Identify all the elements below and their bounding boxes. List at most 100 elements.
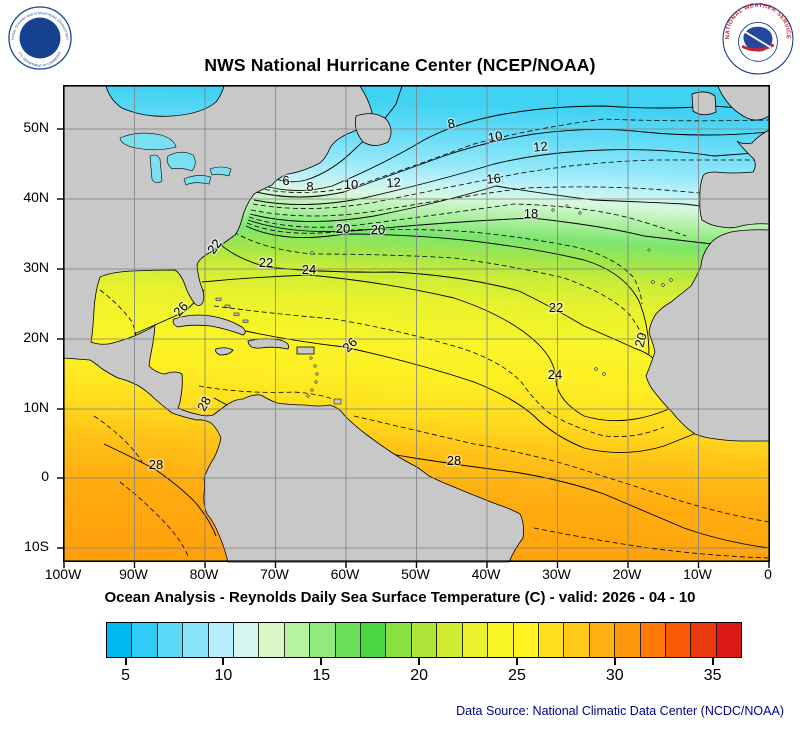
- contour-label-6: 6: [282, 173, 289, 188]
- land-africa: [645, 229, 770, 442]
- colorbar-segment: [386, 623, 412, 657]
- colorbar-tick-label-25: 25: [508, 667, 526, 684]
- colorbar-segment: [564, 623, 590, 657]
- land-americas: [63, 85, 524, 563]
- contour-label-22: 22: [549, 300, 563, 315]
- colorbar-tick-15: [320, 658, 323, 665]
- nws-red-swoosh: [741, 43, 775, 52]
- colorbar-segment: [462, 623, 489, 657]
- colorbar-tick-label-15: 15: [312, 667, 331, 684]
- lon-label-80W: 80W: [189, 566, 219, 582]
- contour-label-18: 18: [524, 206, 538, 221]
- colorbar-tick-35: [711, 658, 714, 665]
- lat-label-40N: 40N: [23, 189, 49, 205]
- lon-label-50W: 50W: [401, 566, 430, 582]
- colorbar-segment: [157, 623, 184, 657]
- contour-label-28: 28: [447, 453, 461, 468]
- colorbar-segment: [284, 623, 311, 657]
- lat-label-10S: 10S: [24, 538, 49, 554]
- colorbar-segment: [665, 623, 692, 657]
- land-france-iberia: [699, 129, 770, 229]
- noaa-globe: [19, 17, 61, 59]
- colorbar-segment: [208, 623, 235, 657]
- contour-label-20: 20: [371, 222, 385, 237]
- colorbar-segment: [716, 623, 742, 657]
- colorbar-tick-label-30: 30: [605, 667, 624, 684]
- lat-label-50N: 50N: [23, 119, 49, 135]
- colorbar-segment: [691, 623, 717, 657]
- lon-label-100W: 100W: [44, 566, 82, 582]
- colorbar-segment: [411, 623, 438, 657]
- nws-logo: NATIONAL WEATHER SERVICE: [722, 3, 794, 75]
- colorbar-segment: [234, 623, 260, 657]
- nws-logo-svg: NATIONAL WEATHER SERVICE: [722, 3, 794, 75]
- contour-label-10: 10: [487, 128, 504, 145]
- colorbar-tick-10: [222, 658, 225, 665]
- colorbar-ticks: [106, 658, 742, 666]
- colorbar-tick-25: [515, 658, 518, 665]
- colorbar-tick-5: [124, 658, 127, 665]
- land-britain: [717, 85, 770, 121]
- lon-label-70W: 70W: [260, 566, 289, 582]
- contour-label-24: 24: [548, 367, 562, 382]
- lat-label-0: 0: [41, 468, 49, 484]
- noaa-logo-svg: NATIONAL OCEANIC AND ATMOSPHERIC ADMINIS…: [7, 3, 72, 70]
- contour-label-8: 8: [306, 179, 313, 194]
- lat-label-20N: 20N: [23, 329, 49, 345]
- colorbar-segment: [513, 623, 539, 657]
- colorbar-segment: [615, 623, 641, 657]
- lon-label-10W: 10W: [683, 566, 712, 582]
- colorbar-segment: [538, 623, 565, 657]
- lat-label-30N: 30N: [23, 259, 49, 275]
- colorbar-segment: [335, 623, 362, 657]
- colorbar-segment: [488, 623, 514, 657]
- colorbar-labels: 5 10 15 20 25 30 35: [106, 667, 742, 689]
- lon-label-90W: 90W: [119, 566, 148, 582]
- colorbar-gradient: [106, 622, 742, 658]
- land-jamaica: [215, 347, 234, 356]
- contour-label-12: 12: [386, 174, 402, 190]
- lon-label-60W: 60W: [330, 566, 360, 582]
- noaa-logo: NATIONAL OCEANIC AND ATMOSPHERIC ADMINIS…: [7, 3, 72, 70]
- latitude-axis: 50N 40N 30N 20N 10N 0 10S: [0, 85, 58, 560]
- landmasses: [63, 85, 770, 563]
- contour-label-10: 10: [344, 177, 358, 192]
- contour-label-12: 12: [533, 138, 549, 154]
- land-ireland: [691, 91, 717, 116]
- colorbar-tick-30: [613, 658, 616, 665]
- colorbar-segment: [361, 623, 387, 657]
- colorbar-segment: [310, 623, 336, 657]
- colorbar-tick-20: [418, 658, 421, 665]
- land-newfoundland: [354, 113, 392, 146]
- contour-lines: [93, 85, 770, 559]
- colorbar-segment: [107, 623, 133, 657]
- contour-label-20: 20: [336, 221, 350, 236]
- grid-lines: [64, 86, 769, 561]
- colorbar-segment: [183, 623, 209, 657]
- land-puerto-rico: [296, 346, 315, 355]
- map-caption: Ocean Analysis - Reynolds Daily Sea Surf…: [104, 589, 696, 606]
- colorbar-segment: [259, 623, 285, 657]
- colorbar-segment: [437, 623, 463, 657]
- great-lakes: [119, 132, 232, 186]
- colorbar-segment: [640, 623, 666, 657]
- colorbar-tick-label-35: 35: [703, 667, 722, 684]
- colorbar-segment: [132, 623, 158, 657]
- small-islands: [215, 204, 673, 405]
- colorbar-tick-label-20: 20: [410, 667, 428, 684]
- contour-label-22: 22: [259, 255, 273, 270]
- page-title: NWS National Hurricane Center (NCEP/NOAA…: [204, 55, 596, 75]
- colorbar: 5 10 15 20 25 30 35: [106, 622, 742, 689]
- contour-label-20: 20: [632, 331, 650, 349]
- contour-label-28: 28: [149, 457, 163, 472]
- longitude-axis: 100W 90W 80W 70W 60W 50W 40W 30W 20W 10W 0: [45, 566, 772, 586]
- lon-label-20W: 20W: [612, 566, 642, 582]
- contour-label-16: 16: [486, 170, 502, 186]
- colorbar-tick-label-5: 5: [121, 667, 131, 684]
- lon-label-0: 0: [764, 566, 772, 582]
- lon-label-40W: 40W: [471, 566, 501, 582]
- axis-ticks: [57, 128, 770, 568]
- map-border: [63, 85, 770, 562]
